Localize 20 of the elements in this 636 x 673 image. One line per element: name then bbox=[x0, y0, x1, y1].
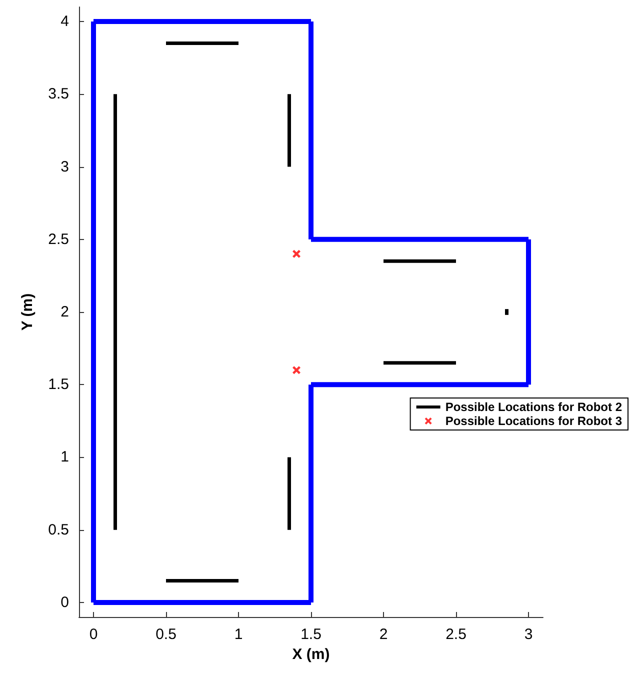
y-tick-label: 1 bbox=[60, 448, 69, 466]
y-tick-label: 0 bbox=[60, 594, 69, 611]
y-tick-label: 4 bbox=[60, 13, 69, 30]
x-tick-label: 2.5 bbox=[446, 626, 466, 643]
y-tick-label: 3 bbox=[60, 158, 69, 176]
y-axis-title: Y (m) bbox=[19, 293, 36, 331]
y-tick-label: 1.5 bbox=[48, 376, 69, 394]
legend-label: Possible Locations for Robot 2 bbox=[445, 400, 622, 414]
x-axis-title: X (m) bbox=[292, 646, 330, 663]
x-tick-label: 3 bbox=[524, 626, 533, 643]
x-tick-label: 2 bbox=[379, 626, 388, 643]
legend-label: Possible Locations for Robot 3 bbox=[445, 414, 622, 428]
y-tick-label: 3.5 bbox=[48, 86, 69, 103]
x-tick-label: 0 bbox=[89, 626, 98, 643]
x-tick-label: 1 bbox=[234, 626, 243, 643]
y-tick-label: 2.5 bbox=[48, 230, 69, 248]
y-tick-label: 0.5 bbox=[48, 521, 69, 538]
y-tick-label: 2 bbox=[60, 304, 69, 320]
x-tick-label: 1.5 bbox=[300, 626, 322, 643]
x-tick-label: 0.5 bbox=[156, 626, 176, 643]
